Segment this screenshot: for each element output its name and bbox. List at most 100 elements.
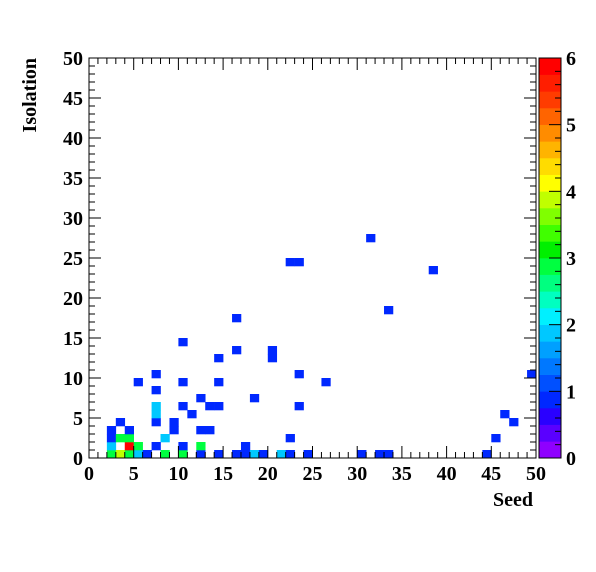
palette-swatch [539, 208, 561, 225]
heatmap-cell [509, 418, 519, 427]
x-tick-label: 15 [213, 463, 233, 485]
heatmap-cell [214, 354, 224, 363]
palette-swatch [539, 124, 561, 142]
heatmap-cell [178, 378, 188, 387]
heatmap-cell [214, 402, 224, 411]
y-tick-label: 30 [63, 208, 83, 230]
palette-swatch [539, 91, 561, 109]
heatmap-cell [214, 378, 224, 387]
heatmap-cell [491, 434, 501, 443]
heatmap-cell [124, 426, 134, 435]
palette-swatch [539, 191, 561, 209]
palette-swatch [539, 274, 561, 292]
z-tick-label: 3 [566, 248, 576, 270]
heatmap-cell [178, 402, 188, 411]
y-tick-label: 45 [63, 88, 83, 110]
x-tick-label: 50 [526, 463, 546, 485]
z-tick-label: 0 [566, 448, 576, 470]
heatmap-cell [151, 370, 161, 379]
heatmap-cell [151, 402, 161, 411]
x-tick-label: 10 [168, 463, 188, 485]
y-tick-label: 35 [63, 168, 83, 190]
palette-swatch [539, 174, 561, 192]
heatmap-cell [142, 450, 152, 459]
heatmap-cell [151, 386, 161, 395]
heatmap-cell [366, 234, 376, 243]
heatmap-cell [151, 418, 161, 427]
heatmap-cell [115, 418, 126, 427]
heatmap-cell [267, 354, 278, 363]
heatmap-cell [106, 426, 117, 435]
palette-swatch [539, 108, 561, 125]
heatmap-cell [214, 450, 224, 459]
y-tick-label: 25 [63, 248, 83, 270]
heatmap-cell [527, 370, 537, 379]
heatmap-cell [249, 450, 260, 459]
palette-swatch [539, 224, 561, 242]
heatmap-cell [240, 450, 251, 459]
z-tick-label: 1 [566, 381, 576, 403]
heatmap-cell [384, 450, 394, 459]
heatmap-cell [384, 306, 394, 315]
heatmap-cell [357, 450, 367, 459]
heatmap-cell [115, 450, 126, 459]
heatmap-cell [178, 442, 188, 451]
heatmap-cell [133, 378, 143, 387]
heatmap-cell [205, 426, 215, 435]
heatmap-cell [294, 370, 304, 379]
x-axis-ticks: 0 5 10 15 20 25 30 35 40 45 50 [84, 58, 546, 485]
palette-swatch [539, 324, 561, 342]
z-tick-label: 2 [566, 315, 576, 337]
x-axis-title: Seed [493, 489, 533, 511]
palette-swatch [539, 74, 561, 92]
x-tick-label: 5 [129, 463, 139, 485]
palette-swatch [539, 424, 561, 442]
heatmap-cell [205, 402, 215, 411]
z-tick-label: 4 [566, 181, 576, 203]
heatmap-cell [294, 402, 304, 411]
y-tick-label: 50 [63, 48, 83, 70]
y-axis-ticks: 0 5 10 15 20 25 30 35 40 45 50 [63, 48, 536, 470]
color-palette [539, 58, 561, 459]
heatmap-cell [285, 434, 295, 443]
heatmap-cell [196, 442, 206, 451]
heatmap-cell [124, 450, 134, 459]
heatmap-cell [285, 258, 295, 267]
heatmap-cell [500, 410, 510, 419]
palette-swatch [539, 258, 561, 275]
x-tick-label: 30 [347, 463, 367, 485]
x-tick-label: 35 [392, 463, 412, 485]
heatmap-cell [232, 450, 242, 459]
heatmap-cell [169, 418, 179, 427]
heatmap-cell [294, 258, 304, 267]
heatmap-cell [232, 314, 242, 323]
palette-swatch [539, 291, 561, 309]
heatmap-cell [178, 450, 188, 459]
heatmap-cell [303, 450, 313, 459]
heatmap-cell [276, 450, 286, 459]
palette-swatch [539, 58, 561, 75]
heatmap-cell [375, 450, 385, 459]
palette-swatch [539, 408, 561, 425]
palette-swatch [539, 358, 561, 375]
y-tick-label: 15 [63, 328, 83, 350]
heatmap-cell [240, 442, 251, 451]
heatmap-cell [106, 442, 117, 451]
heatmap-cell [258, 450, 269, 459]
heatmap-cell [151, 442, 161, 451]
palette-swatch [539, 374, 561, 392]
heatmap-cell [196, 426, 206, 435]
x-tick-label: 40 [437, 463, 457, 485]
palette-swatch [539, 158, 561, 175]
heatmap-cell [151, 410, 161, 419]
heatmap-cell [428, 266, 438, 275]
y-tick-label: 5 [73, 408, 83, 430]
heatmap-cell [232, 346, 242, 355]
heatmap-cell [106, 434, 117, 443]
heatmap-cell [321, 378, 331, 387]
heatmap-cell [285, 450, 295, 459]
y-tick-label: 0 [73, 448, 83, 470]
heatmap-cell [482, 450, 492, 459]
heatmap-cell [178, 338, 188, 347]
